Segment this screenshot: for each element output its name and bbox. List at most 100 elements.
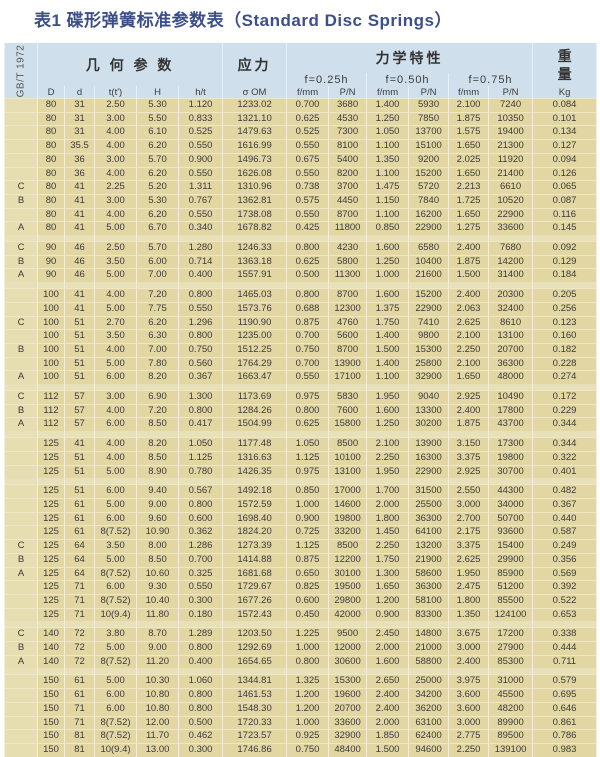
table-cell: 4760 <box>328 315 368 330</box>
table-cell: 1.050 <box>177 437 224 452</box>
table-cell: 2.50 <box>94 241 137 256</box>
table-cell: 2.250 <box>366 539 410 554</box>
table-cell: 2.100 <box>448 98 490 113</box>
table-cell: 15200 <box>408 288 450 303</box>
table-cell: 14600 <box>328 497 368 513</box>
table-cell: 10400 <box>408 254 450 269</box>
table-cell: 1344.81 <box>222 674 288 689</box>
table-cell: 0.825 <box>286 580 330 595</box>
table-cell: 0.550 <box>177 580 224 595</box>
table-cell: 112 <box>37 417 65 432</box>
table-cell: 19800 <box>488 450 534 466</box>
table-cell: 63100 <box>408 715 450 730</box>
table-cell: 0.800 <box>286 288 330 303</box>
grade-cell <box>4 464 38 479</box>
table-cell: 0.569 <box>532 566 598 581</box>
grade-cell: C <box>4 315 38 330</box>
table-cell: 7.20 <box>136 288 179 303</box>
table-cell: 0.550 <box>177 207 224 222</box>
table-cell: 1.600 <box>366 654 410 669</box>
table-cell: 51 <box>64 464 95 479</box>
table-row: C 90 46 2.50 5.70 1.280 1246.33 0.800 4230 1.600 6… <box>4 241 598 256</box>
table-cell: 6.00 <box>94 688 137 703</box>
table-cell: 0.900 <box>286 511 330 526</box>
mechanics-header: 力学特性 <box>286 43 534 73</box>
table-cell: 48200 <box>488 701 534 717</box>
table-cell: 30200 <box>408 417 450 432</box>
table-cell: 7410 <box>408 315 450 330</box>
table-cell: 8(7.52) <box>94 654 137 669</box>
table-cell: 1764.29 <box>222 356 288 371</box>
table-cell: 6.20 <box>136 166 179 181</box>
table-cell: 0.850 <box>366 221 410 236</box>
table-cell: 0.688 <box>286 301 330 317</box>
table-cell: 0.400 <box>177 268 224 283</box>
table-cell: 35.5 <box>64 139 95 154</box>
table-cell: 4.00 <box>94 166 137 181</box>
table-cell: 2.925 <box>448 464 490 479</box>
table-cell: 2.50 <box>94 98 137 113</box>
table-row: A 80 41 5.00 6.70 0.340 1678.82 0.425 11800 0.850… <box>4 221 598 236</box>
table-row: A 90 46 5.00 7.00 0.400 1557.91 0.500 11300 1.000… <box>4 268 598 283</box>
table-cell: 1729.67 <box>222 580 288 595</box>
table-cell: 1.650 <box>448 166 490 181</box>
grade-cell <box>4 742 38 757</box>
table-cell: 72 <box>64 641 95 656</box>
table-cell: 13200 <box>408 539 450 554</box>
table-cell: 46 <box>64 268 95 283</box>
table-cell: 1321.10 <box>222 111 288 126</box>
table-cell: 1.250 <box>366 417 410 432</box>
table-cell: 64100 <box>408 525 450 540</box>
table-cell: 0.482 <box>532 484 598 499</box>
table-cell: 0.800 <box>177 497 224 513</box>
table-cell: 2.70 <box>94 315 137 330</box>
table-cell: 140 <box>37 641 65 656</box>
table-cell: 81 <box>64 742 95 757</box>
table-cell: 21000 <box>408 641 450 656</box>
table-cell: 125 <box>37 437 65 452</box>
table-cell: 12.00 <box>136 715 179 730</box>
table-cell: 0.322 <box>532 450 598 466</box>
table-cell: 0.900 <box>177 152 224 168</box>
separator-cell <box>532 235 598 242</box>
table-cell: 9200 <box>408 152 450 168</box>
table-row: 100 51 3.50 6.30 0.800 1235.00 0.700 5600 1.400 9… <box>4 329 598 344</box>
table-cell: 2.775 <box>448 729 490 744</box>
group-separator <box>4 282 598 289</box>
group-separator <box>4 384 598 391</box>
table-cell: 6.00 <box>94 701 137 717</box>
table-cell: 0.900 <box>366 607 410 622</box>
table-cell: 0.182 <box>532 342 598 358</box>
table-cell: 1.850 <box>366 729 410 744</box>
table-cell: 19500 <box>328 580 368 595</box>
column-header: d <box>64 86 95 99</box>
table-cell: 0.983 <box>532 742 598 757</box>
table-cell: 9040 <box>408 390 450 405</box>
table-cell: 8(7.52) <box>94 566 137 581</box>
table-cell: 0.750 <box>286 342 330 358</box>
table-cell: 10(9.4) <box>94 607 137 622</box>
table-cell: 1663.47 <box>222 370 288 385</box>
table-cell: 2.400 <box>448 241 490 256</box>
f-group-050: f=0.50h <box>366 73 450 86</box>
table-cell: 80 <box>37 125 65 140</box>
table-cell: 1.750 <box>366 315 410 330</box>
column-header: Kg <box>532 86 598 99</box>
table-cell: 31500 <box>408 484 450 499</box>
table-row: 125 71 10(9.4) 11.80 0.180 1572.43 0.450 42000 0… <box>4 607 598 622</box>
grade-cell <box>4 288 38 303</box>
table-cell: 6.20 <box>136 315 179 330</box>
table-cell: 2.400 <box>366 688 410 703</box>
table-cell: 61 <box>64 497 95 513</box>
table-cell: 125 <box>37 450 65 466</box>
table-cell: 1414.88 <box>222 552 288 567</box>
table-row: 80 31 2.50 5.30 1.120 1233.02 0.700 3680 1.400 59… <box>4 98 598 113</box>
table-cell: 17000 <box>328 484 368 499</box>
table-cell: 2.250 <box>448 742 490 757</box>
grade-cell: A <box>4 566 38 581</box>
table-cell: 8.50 <box>136 417 179 432</box>
table-cell: 2.000 <box>366 641 410 656</box>
table-cell: 6.20 <box>136 139 179 154</box>
table-cell: 0.462 <box>177 729 224 744</box>
group-separator <box>4 431 598 438</box>
